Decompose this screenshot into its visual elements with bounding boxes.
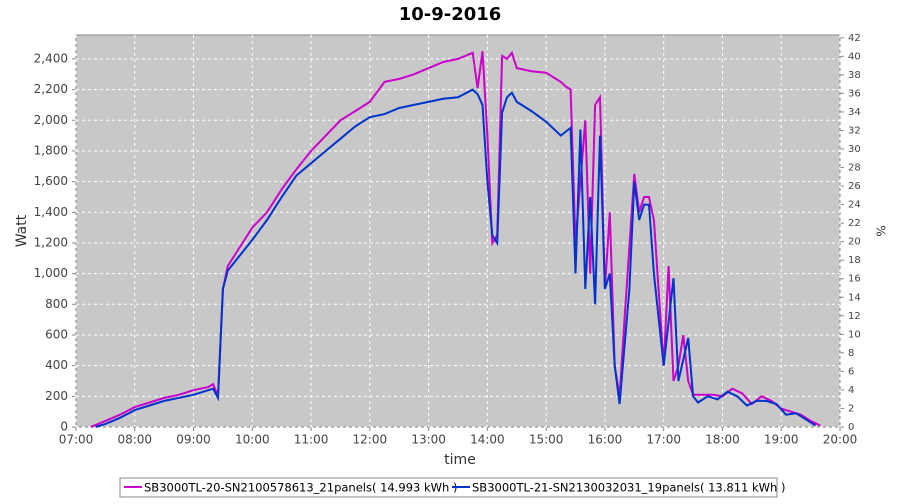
x-tick-label: 11:00 (294, 433, 329, 447)
y2-tick-label: 10 (848, 329, 861, 340)
x-tick-label: 12:00 (353, 433, 388, 447)
y2-tick-label: 8 (848, 348, 854, 359)
legend-label: SB3000TL-21-SN2130032031_19panels( 13.81… (472, 481, 785, 495)
x-axis-label: time (444, 452, 476, 468)
y2-tick-label: 36 (848, 88, 861, 99)
y2-tick-label: 0 (848, 422, 854, 433)
y2-tick-label: 4 (848, 385, 854, 396)
y2-tick-label: 16 (848, 274, 861, 285)
x-tick-label: 10:00 (235, 433, 270, 447)
y2-tick-label: 12 (848, 311, 861, 322)
y-tick-label: 1,000 (34, 266, 68, 280)
x-tick-label: 20:00 (823, 433, 858, 447)
y-tick-label: 1,600 (34, 174, 68, 188)
x-tick-label: 19:00 (764, 433, 799, 447)
series-line (95, 88, 817, 428)
chart-title: 10-9-2016 (399, 4, 502, 25)
x-tick-label: 13:00 (411, 433, 446, 447)
legend (119, 477, 778, 498)
y2-tick-label: 2 (848, 403, 854, 414)
y2-axis-label: % (874, 225, 888, 236)
x-tick-label: 16:00 (588, 433, 623, 447)
y-tick-label: 1,200 (34, 235, 68, 249)
y-tick-label: 2,000 (34, 113, 68, 127)
y-tick-label: 2,400 (34, 51, 68, 65)
y-tick-label: 0 (60, 420, 68, 434)
x-tick-label: 08:00 (117, 433, 152, 447)
y2-tick-label: 42 (848, 33, 861, 44)
x-tick-label: 14:00 (470, 433, 505, 447)
y2-tick-label: 24 (848, 200, 861, 211)
y2-tick-label: 20 (848, 237, 861, 248)
y2-tick-label: 14 (848, 292, 861, 303)
x-tick-label: 17:00 (646, 433, 681, 447)
x-tick-label: 18:00 (705, 433, 740, 447)
y2-tick-label: 32 (848, 125, 861, 136)
y2-tick-label: 6 (848, 366, 854, 377)
y-tick-label: 400 (45, 358, 68, 372)
y2-tick-label: 26 (848, 181, 861, 192)
y-tick-label: 200 (45, 389, 68, 403)
legend-label: SB3000TL-20-SN2100578613_21panels( 14.99… (144, 481, 457, 495)
y2-tick-label: 30 (848, 144, 861, 155)
y2-tick-label: 38 (848, 70, 861, 81)
plot-area (75, 34, 841, 428)
y2-tick-label: 22 (848, 218, 861, 229)
x-tick-label: 07:00 (59, 433, 94, 447)
y2-tick-label: 28 (848, 163, 861, 174)
y2-tick-label: 34 (848, 107, 861, 118)
x-tick-label: 15:00 (529, 433, 564, 447)
y2-tick-label: 40 (848, 51, 861, 62)
y-tick-label: 1,800 (34, 143, 68, 157)
y-tick-label: 1,400 (34, 205, 68, 219)
y-tick-label: 2,200 (34, 82, 68, 96)
y-axis-label: Watt (14, 214, 30, 247)
y-tick-label: 600 (45, 327, 68, 341)
y-tick-label: 800 (45, 297, 68, 311)
x-tick-label: 09:00 (176, 433, 211, 447)
y2-tick-label: 18 (848, 255, 861, 266)
